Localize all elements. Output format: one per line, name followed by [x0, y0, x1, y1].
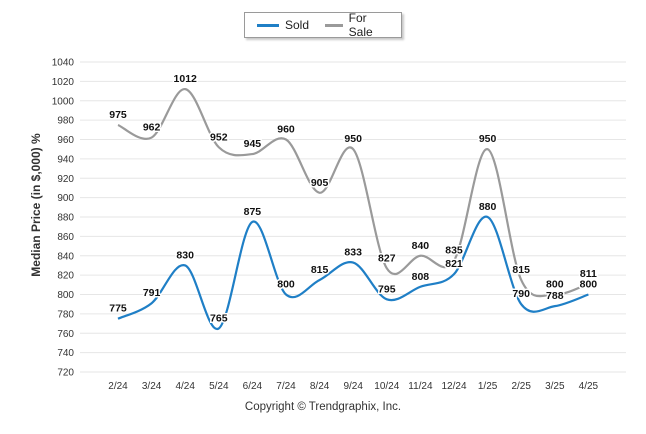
data-label-sold: 795: [378, 283, 396, 295]
data-label-sold: 815: [311, 264, 329, 276]
data-labels: 775 791 830 765 875 800 815 833 795 808 821 880 790 7…: [108, 72, 599, 326]
legend-label-sold: Sold: [285, 18, 310, 32]
x-tick-label: 10/24: [374, 381, 399, 392]
y-tick-label: 960: [57, 135, 74, 146]
y-axis-label: Median Price (in $,000) %: [29, 133, 43, 277]
data-label-sold: 775: [109, 303, 127, 315]
y-tick-label: 800: [57, 290, 74, 301]
data-label-sold: 821: [445, 258, 463, 270]
x-tick-label: 11/24: [408, 381, 433, 392]
data-label-sold: 800: [277, 279, 295, 291]
x-tick-label: 12/24: [441, 381, 466, 392]
series-line-sold: [117, 215, 589, 330]
legend-label-for-sale: For Sale: [348, 11, 373, 39]
legend-item-sold[interactable]: Sold: [257, 18, 309, 32]
data-label-for-sale: 811: [580, 268, 597, 280]
y-tick-label: 860: [57, 232, 74, 243]
data-label-for-sale: 960: [277, 124, 295, 136]
data-label-for-sale: 840: [412, 240, 430, 252]
data-label-sold: 800: [580, 279, 598, 291]
x-tick-label: 4/25: [579, 381, 599, 392]
y-tick-label: 900: [57, 193, 74, 204]
data-label-sold: 875: [244, 206, 262, 218]
data-label-for-sale: 815: [512, 264, 530, 276]
data-label-sold: 765: [210, 312, 228, 324]
x-tick-label: 3/25: [545, 381, 565, 392]
x-tick-label: 6/24: [243, 381, 263, 392]
data-label-for-sale: 1012: [174, 73, 198, 85]
y-tick-label: 1020: [52, 77, 75, 88]
x-tick-label: 7/24: [276, 381, 296, 392]
legend-swatch-sold: [257, 23, 279, 27]
data-label-for-sale: 905: [311, 177, 329, 189]
y-tick-label: 740: [57, 348, 74, 359]
y-tick-label: 720: [57, 368, 74, 379]
data-label-sold: 788: [546, 290, 564, 302]
y-tick-label: 920: [57, 174, 74, 185]
data-label-sold: 790: [512, 288, 530, 300]
y-tick-label: 880: [57, 213, 74, 224]
x-tick-label: 9/24: [343, 381, 363, 392]
y-tick-label: 1040: [52, 58, 75, 69]
x-tick-label: 2/24: [108, 381, 128, 392]
data-label-for-sale: 950: [479, 133, 497, 145]
y-tick-label: 940: [57, 154, 74, 165]
series-lines: [117, 88, 589, 330]
legend: Sold For Sale: [244, 11, 402, 39]
y-tick-label: 840: [57, 251, 74, 262]
y-tick-label: 1000: [52, 96, 75, 107]
data-label-for-sale: 835: [445, 245, 463, 257]
y-tick-label: 820: [57, 271, 74, 282]
x-tick-label: 5/24: [209, 381, 229, 392]
data-label-for-sale: 952: [210, 131, 228, 143]
data-label-sold: 808: [412, 271, 430, 283]
data-label-for-sale: 962: [143, 122, 161, 134]
legend-swatch-for-sale: [325, 23, 343, 27]
x-tick-labels: 2/24 3/24 4/24 5/24 6/24 7/24 8/24 9/24 10/24 11/…: [108, 381, 598, 392]
x-tick-label: 3/24: [142, 381, 162, 392]
y-tick-labels: 720 740 760 780 800 820 840 860 880 900 920 940 960 9…: [52, 58, 75, 379]
y-tick-label: 980: [57, 116, 74, 127]
data-label-for-sale: 945: [244, 138, 262, 150]
x-tick-label: 1/25: [478, 381, 498, 392]
data-label-for-sale: 975: [109, 109, 127, 121]
data-label-sold: 880: [479, 201, 497, 213]
data-label-sold: 833: [344, 247, 362, 259]
grid-lines: [80, 61, 626, 373]
data-label-sold: 791: [143, 287, 161, 299]
data-label-for-sale: 827: [378, 252, 396, 264]
data-label-for-sale: 800: [546, 279, 564, 291]
x-tick-label: 2/25: [511, 381, 531, 392]
series-line-for-sale: [117, 88, 589, 298]
y-tick-label: 760: [57, 329, 74, 340]
x-tick-label: 4/24: [175, 381, 195, 392]
copyright-text: Copyright © Trendgraphix, Inc.: [244, 401, 402, 413]
data-label-for-sale: 950: [344, 133, 362, 145]
y-tick-label: 780: [57, 309, 74, 320]
data-label-sold: 830: [176, 249, 194, 261]
legend-item-for-sale[interactable]: For Sale: [325, 11, 385, 39]
x-tick-label: 8/24: [310, 381, 330, 392]
